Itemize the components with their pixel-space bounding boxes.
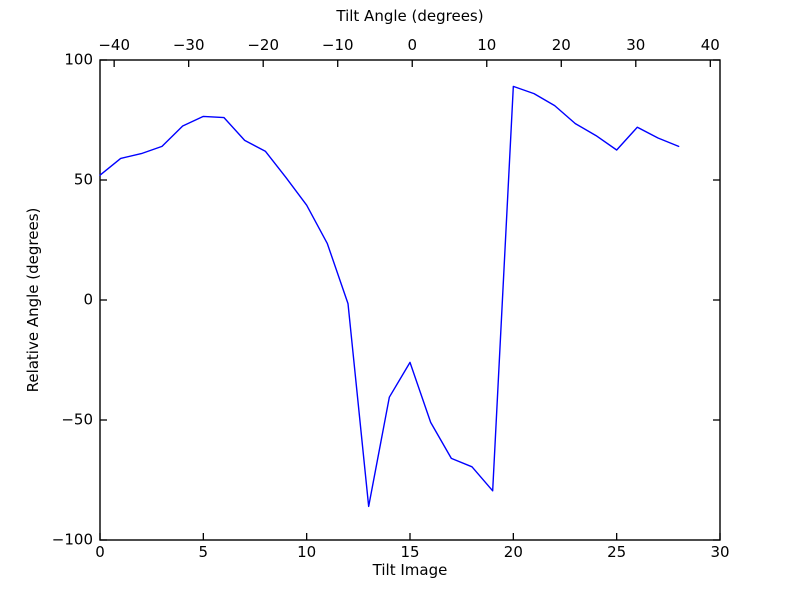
data-line-relative_angle_vs_tilt_image: [99, 85, 680, 508]
x-axis-tick-label: 5: [198, 543, 209, 561]
y-axis-tick-label: 0: [83, 290, 93, 309]
top-axis-tick-label: −20: [247, 36, 280, 54]
top-axis-tick-label: −40: [98, 36, 130, 54]
y-axis-tick-label: 50: [73, 170, 93, 189]
plot-frame: [99, 59, 721, 541]
x-axis-tick-label: 0: [95, 543, 105, 561]
x-axis-tick-label: 25: [607, 543, 627, 561]
y-axis-label: Relative Angle (degrees): [24, 207, 42, 393]
top-axis-label: Tilt Angle (degrees): [336, 7, 484, 25]
x-axis-tick-label: 30: [710, 543, 730, 561]
top-axis-tick-label: 0: [407, 36, 418, 54]
top-axis-tick-label: 20: [551, 36, 571, 54]
top-axis-tick-label: 30: [626, 36, 646, 54]
bottom-axis-label: Tilt Image: [372, 561, 448, 579]
x-axis-tick-label: 20: [503, 543, 523, 561]
top-axis-tick-label: −30: [172, 36, 205, 54]
top-axis-tick-label: 40: [700, 36, 720, 54]
y-axis-tick-label: −50: [61, 410, 93, 429]
top-axis-tick-label: 10: [477, 36, 497, 54]
x-axis-tick-label: 10: [297, 543, 317, 561]
y-axis-tick-label: −100: [51, 530, 93, 549]
y-axis-tick-label: 100: [64, 50, 93, 69]
top-axis-tick-label: −10: [321, 36, 354, 54]
x-axis-tick-label: 15: [400, 543, 420, 561]
